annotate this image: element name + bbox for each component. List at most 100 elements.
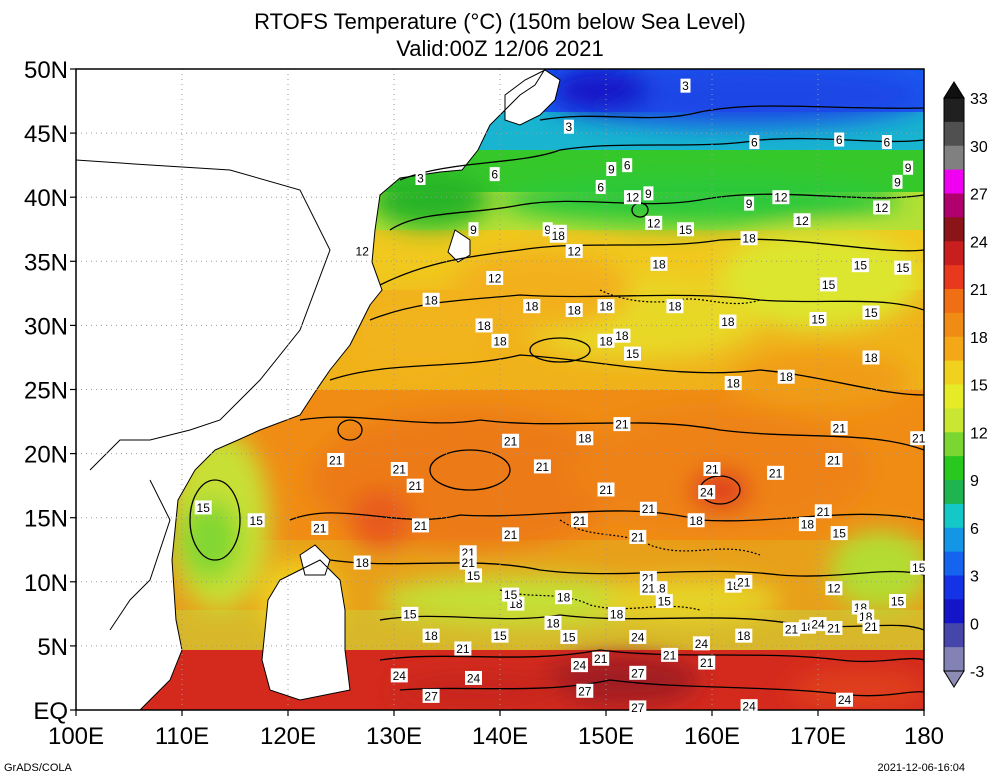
contour-label: 18 — [565, 303, 583, 318]
contour-label-text: 15 — [504, 588, 518, 602]
contour-label-bg — [772, 190, 790, 205]
contour-label-text: 21 — [573, 514, 587, 528]
contour-label-bg — [465, 568, 482, 583]
contour-label-bg — [613, 328, 631, 343]
contour-label-bg — [624, 190, 641, 205]
contour-label: 6 — [489, 167, 500, 182]
contour-label: 21 — [661, 647, 679, 662]
contour-label: 15 — [401, 606, 419, 621]
colorbar-box — [944, 265, 964, 290]
generation-timestamp: 2021-12-06-16:04 — [877, 762, 965, 774]
contour-label-bg — [903, 160, 914, 175]
contour-label-text: 18 — [652, 257, 666, 271]
contour-label: 18 — [523, 299, 541, 314]
contour-label-text: 24 — [838, 693, 852, 707]
contour-label-bg — [629, 629, 647, 644]
contour-label-bg — [655, 594, 673, 609]
contour-label-bg — [639, 501, 657, 516]
contour-label-bg — [422, 688, 440, 703]
contour-label: 18 — [608, 606, 626, 621]
contour-label-bg — [830, 420, 848, 435]
contour-label-bg — [555, 590, 573, 605]
contour-label: 15 — [624, 346, 641, 361]
colorbar-label: 18 — [970, 330, 988, 347]
contour-label: 21 — [639, 581, 657, 596]
contour-label-bg — [353, 244, 371, 259]
colorbar-box — [944, 599, 964, 624]
contour-label: 21 — [390, 461, 408, 476]
contour-label-text: 12 — [647, 216, 661, 230]
contour-label: 18 — [798, 517, 816, 532]
contour-label-text: 15 — [912, 561, 926, 575]
colorbar-boxes — [943, 81, 965, 688]
contour-label: 15 — [809, 311, 827, 326]
contour-label: 18 — [613, 328, 631, 343]
contour-label-bg — [412, 518, 429, 533]
contour-label-text: 21 — [785, 623, 799, 637]
contour-label-bg — [783, 622, 800, 637]
colorbar-label: -3 — [970, 664, 984, 681]
contour-label: 3 — [415, 170, 426, 185]
contour-label-text: 21 — [663, 648, 677, 662]
contour-label-bg — [740, 231, 758, 246]
contour-label-bg — [406, 478, 424, 493]
contour-label-text: 9 — [645, 187, 652, 201]
contour-label-text: 18 — [737, 629, 751, 643]
contour-label: 15 — [910, 560, 928, 575]
contour-label: 15 — [247, 513, 265, 528]
contour-label: 21 — [629, 529, 647, 544]
colorbar-label: 15 — [970, 378, 988, 395]
contour-label-bg — [724, 376, 742, 391]
contour-label: 18 — [491, 333, 509, 348]
contour-label-bg — [247, 513, 265, 528]
contour-label-text: 3 — [682, 79, 689, 93]
lon-tick-label: 140E — [472, 723, 528, 750]
contour-label-bg — [353, 555, 371, 570]
contour-label-text: 15 — [626, 347, 640, 361]
contour-label-text: 18 — [546, 616, 560, 630]
contour-label: 18 — [555, 590, 573, 605]
contour-label-bg — [830, 526, 848, 541]
contour-label: 18 — [862, 350, 880, 365]
contour-label: 12 — [825, 581, 843, 596]
contour-label: 12 — [624, 190, 641, 205]
contour-label-bg — [749, 135, 760, 150]
contour-label: 21 — [910, 431, 928, 446]
contour-label-bg — [661, 647, 679, 662]
axis-ticks — [70, 68, 925, 716]
lat-lon-grid — [76, 69, 924, 710]
contour-label-text: 21 — [769, 466, 783, 480]
contour-label: 15 — [894, 260, 912, 275]
contour-label-bg — [825, 620, 843, 635]
contour-label-bg — [809, 311, 827, 326]
contour-label: 21 — [327, 453, 345, 468]
lat-tick-label: 40N — [24, 185, 68, 212]
contour-label-bg — [793, 213, 811, 228]
contour-label-bg — [639, 581, 657, 596]
contour-label: 24 — [836, 692, 853, 707]
contour-label-text: 21 — [642, 502, 656, 516]
contour-label-text: 9 — [894, 175, 901, 189]
contour-label: 18 — [353, 555, 371, 570]
contour-label-text: 24 — [467, 671, 481, 685]
contour-label: 18 — [475, 318, 493, 333]
colorbar-label: 21 — [970, 282, 988, 299]
contour-label-text: 9 — [746, 197, 753, 211]
contour-label-text: 21 — [313, 521, 327, 535]
contour-label: 15 — [465, 568, 482, 583]
colorbar-box — [944, 408, 964, 433]
colorbar-box — [944, 360, 964, 385]
contour-label-bg — [650, 256, 668, 271]
contour-label-text: 15 — [467, 569, 481, 583]
lon-tick-label: 110E — [155, 723, 209, 750]
contour-label: 3 — [563, 119, 574, 134]
contour-label: 15 — [502, 587, 520, 602]
contour-label-bg — [592, 651, 610, 666]
lat-tick-label: 25N — [24, 378, 68, 405]
contour-label-text: 6 — [884, 136, 891, 150]
contour-label-text: 24 — [393, 669, 407, 683]
contour-label: 21 — [454, 641, 472, 656]
contour-label-text: 3 — [566, 120, 573, 134]
contour-label: 18 — [666, 299, 684, 314]
contour-label-text: 18 — [599, 300, 613, 314]
